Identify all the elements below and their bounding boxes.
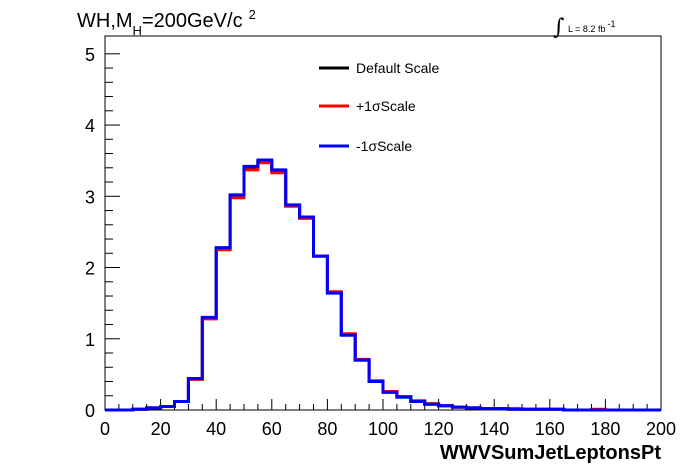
series-line-2 xyxy=(105,158,661,412)
title-subscript: H xyxy=(133,23,142,38)
y-tick-label: 5 xyxy=(85,45,95,65)
y-tick-label: 1 xyxy=(85,330,95,350)
chart-title: WH,MH=200GeV/c 2 xyxy=(77,7,256,38)
title-main: WH,M xyxy=(77,10,133,32)
title-rest: =200GeV/c xyxy=(142,10,243,32)
plot-frame xyxy=(104,35,662,411)
legend-label: +1σScale xyxy=(356,98,416,114)
x-tick-label: 180 xyxy=(590,419,620,439)
x-tick-label: 140 xyxy=(479,419,509,439)
y-tick-label: 2 xyxy=(85,259,95,279)
legend-label: -1σScale xyxy=(356,138,412,154)
legend-label: Default Scale xyxy=(356,60,439,76)
x-tick-label: 160 xyxy=(535,419,565,439)
y-axis: 0 1 2 3 4 5 xyxy=(85,45,120,421)
luminosity-label: L = 8.2 fb -1 xyxy=(568,19,615,34)
y-tick-label: 3 xyxy=(85,187,95,207)
title-superscript: 2 xyxy=(249,7,256,22)
x-tick-label: 200 xyxy=(646,419,676,439)
y-tick-label: 4 xyxy=(85,116,95,136)
integral-sign: ∫ xyxy=(553,15,565,40)
x-tick-label: 80 xyxy=(317,419,337,439)
x-axis: 0 20 40 60 80 100 120 140 160 180 200 xyxy=(100,399,676,439)
luminosity-exponent: -1 xyxy=(607,19,615,29)
series-line-0 xyxy=(105,159,661,412)
x-tick-label: 120 xyxy=(424,419,454,439)
x-tick-label: 20 xyxy=(151,419,171,439)
legend: Default Scale +1σScale -1σScale xyxy=(319,60,439,154)
x-tick-label: 0 xyxy=(100,419,110,439)
luminosity-text: L = 8.2 fb xyxy=(568,24,605,34)
x-tick-label: 100 xyxy=(368,419,398,439)
x-tick-label: 60 xyxy=(262,419,282,439)
x-tick-label: 40 xyxy=(206,419,226,439)
y-tick-label: 0 xyxy=(85,401,95,421)
x-axis-label: WWVSumJetLeptonsPt xyxy=(440,442,661,464)
series-group xyxy=(105,158,661,412)
series-line-1 xyxy=(105,161,661,412)
